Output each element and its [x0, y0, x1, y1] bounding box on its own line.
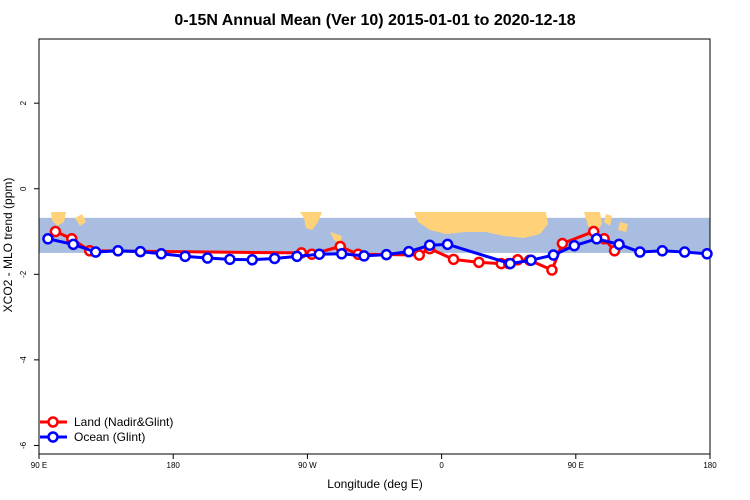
x-tick-label: 90 W — [298, 461, 317, 470]
series-ocean-point — [268, 252, 281, 265]
series-ocean-point — [656, 245, 669, 257]
series-ocean-point — [613, 238, 625, 251]
y-tick-label: 2 — [19, 100, 28, 105]
series-ocean-point — [67, 238, 80, 251]
series-land-point — [546, 264, 558, 276]
y-tick-label: -4 — [19, 356, 28, 364]
series-ocean-point — [634, 246, 646, 258]
series-ocean-point — [201, 252, 214, 264]
series-ocean-point — [525, 254, 537, 266]
series-ocean-point — [678, 246, 691, 258]
series-ocean-point — [441, 238, 454, 251]
series-ocean-point — [568, 239, 581, 252]
y-tick-label: 0 — [19, 186, 28, 191]
y-axis-label: XCO2 - MLO trend (ppm) — [1, 178, 15, 313]
series-ocean-point — [224, 253, 236, 266]
legend: Land (Nadir&Glint) Ocean (Glint) — [40, 415, 173, 444]
series-land-point — [413, 249, 425, 261]
series-ocean-point — [179, 250, 191, 263]
series-ocean-point — [423, 239, 436, 251]
y-tick-label: -6 — [19, 441, 28, 449]
series-ocean-point — [313, 248, 326, 260]
chart-title: 0-15N Annual Mean (Ver 10) 2015-01-01 to… — [174, 12, 575, 29]
series-ocean-point — [403, 245, 415, 258]
series-ocean-point — [358, 250, 370, 262]
x-axis: 90 E 180 90 W 0 90 E 180 — [31, 454, 717, 470]
series-ocean-point — [112, 245, 124, 257]
series-land-point — [447, 253, 460, 266]
legend-ocean-label: Ocean (Glint) — [74, 430, 145, 444]
series-ocean-point — [155, 248, 168, 260]
y-tick-label: -2 — [19, 270, 28, 278]
series-ocean-point — [547, 249, 560, 261]
series-ocean-point — [701, 248, 713, 260]
y-axis: -6 -4 -2 0 2 — [19, 100, 39, 449]
x-axis-label: Longitude (deg E) — [327, 477, 422, 491]
legend-ocean-marker — [47, 431, 59, 443]
plot-frame — [38, 38, 711, 455]
legend-land-marker — [47, 416, 59, 428]
series-land-point — [556, 237, 569, 250]
series-layer — [42, 225, 713, 276]
series-ocean-point — [335, 248, 348, 260]
series-ocean-point — [291, 250, 303, 263]
series-ocean-point — [89, 246, 102, 258]
x-tick-label: 180 — [703, 461, 717, 470]
series-land-point — [49, 225, 62, 238]
series-ocean-point — [134, 245, 147, 258]
x-tick-label: 0 — [439, 461, 444, 470]
x-tick-label: 90 E — [31, 461, 47, 470]
legend-land-label: Land (Nadir&Glint) — [74, 415, 173, 429]
x-tick-label: 180 — [167, 461, 181, 470]
map-land-masses — [51, 212, 628, 244]
series-ocean-point — [380, 248, 393, 261]
series-ocean-point — [42, 233, 54, 245]
series-ocean-point — [590, 233, 603, 245]
series-ocean-point — [504, 257, 516, 270]
x-tick-label: 90 E — [568, 461, 584, 470]
series-ocean-point — [246, 254, 258, 266]
series-land-point — [473, 256, 485, 269]
